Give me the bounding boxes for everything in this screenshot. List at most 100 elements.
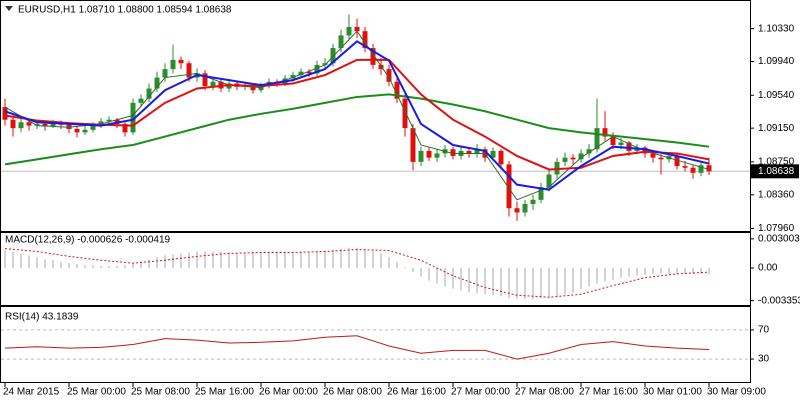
candle-body <box>394 81 400 99</box>
y-tick-label: 1.08750 <box>758 157 795 168</box>
candle-body <box>410 128 416 162</box>
candle-body <box>674 155 680 167</box>
candle-body <box>658 157 664 160</box>
candle-body <box>18 122 24 129</box>
candle-body <box>514 208 520 213</box>
macd-panel-frame <box>0 232 751 306</box>
candle-body <box>418 150 424 162</box>
candle-body <box>698 165 704 173</box>
price-title: EURUSD,H1 1.08710 1.08800 1.08594 1.0863… <box>18 5 232 16</box>
candle-body <box>490 150 496 158</box>
candle-body <box>10 119 16 129</box>
y-tick-label: 1.07960 <box>758 223 795 234</box>
candle-body <box>522 204 528 213</box>
price-panel-frame <box>0 0 751 232</box>
candle-body <box>42 123 48 127</box>
rsi-line <box>4 335 710 360</box>
menu-icon <box>5 6 13 11</box>
candle-body <box>130 102 136 133</box>
x-tick-label: 27 Mar 16:00 <box>579 387 638 398</box>
frames <box>0 0 751 383</box>
macd-title: MACD(12,26,9) -0.000626 -0.000419 <box>5 235 171 246</box>
y-tick-label: 1.10330 <box>758 23 795 34</box>
moving-average <box>4 58 710 171</box>
x-tick-label: 25 Mar 00:00 <box>67 387 126 398</box>
candle-body <box>74 128 80 133</box>
y-tick-label: 30 <box>758 354 770 365</box>
candle-body <box>178 59 184 64</box>
x-tick-label: 30 Mar 01:00 <box>643 387 702 398</box>
candle-body <box>506 164 512 209</box>
candle-body <box>314 64 320 74</box>
candle-body <box>106 119 112 122</box>
y-tick-label: 70 <box>758 325 770 336</box>
x-tick-label: 26 Mar 08:00 <box>323 387 382 398</box>
candle-body <box>626 142 632 151</box>
y-tick-label: 1.09150 <box>758 123 795 134</box>
x-tick-label: 25 Mar 08:00 <box>131 387 190 398</box>
candle-body <box>90 125 96 130</box>
last-price-box <box>751 164 799 179</box>
candle-body <box>426 150 432 158</box>
candle-body <box>362 31 368 49</box>
candle-body <box>354 26 360 32</box>
candle-body <box>466 150 472 154</box>
candle-body <box>434 153 440 158</box>
x-tick-label: 25 Mar 16:00 <box>195 387 254 398</box>
candle-body <box>26 122 32 126</box>
candle-body <box>346 26 352 36</box>
candle-body <box>250 85 256 91</box>
y-tick-label: 0.00 <box>758 263 778 274</box>
candle-body <box>162 69 168 78</box>
candle-body <box>290 75 296 79</box>
candle-body <box>330 48 336 64</box>
candle-body <box>538 187 544 200</box>
candle-body <box>594 128 600 150</box>
candle-body <box>50 123 56 127</box>
x-tick-label: 26 Mar 16:00 <box>387 387 446 398</box>
candle-body <box>706 165 712 172</box>
candle-body <box>378 64 384 70</box>
candle-body <box>650 153 656 158</box>
candle-body <box>186 63 192 78</box>
y-tick-label: -0.003353 <box>758 295 800 306</box>
candle-body <box>2 107 8 120</box>
candle-body <box>546 174 552 188</box>
candle-body <box>618 142 624 146</box>
candle-body <box>530 199 536 205</box>
candle-body <box>578 153 584 160</box>
candle-body <box>402 98 408 129</box>
candle-body <box>34 123 40 126</box>
candle-body <box>322 63 328 65</box>
candle-body <box>586 149 592 154</box>
candle-body <box>610 136 616 146</box>
candle-body <box>562 157 568 162</box>
y-tick-label: 1.08360 <box>758 189 795 200</box>
moving-average <box>4 93 710 166</box>
candle-body <box>450 149 456 156</box>
candle-body <box>170 59 176 70</box>
y-tick-label: 1.09540 <box>758 90 795 101</box>
candle-body <box>82 129 88 133</box>
candle-body <box>202 73 208 86</box>
candle-body <box>210 81 216 86</box>
x-tick-label: 27 Mar 00:00 <box>451 387 510 398</box>
rsi-title: RSI(14) 43.1839 <box>5 312 79 323</box>
candle-body <box>498 150 504 165</box>
rsi-panel-frame <box>0 306 751 383</box>
x-tick-label: 30 Mar 09:00 <box>707 387 766 398</box>
moving-average <box>4 30 710 201</box>
candle-body <box>298 71 304 76</box>
candle-body <box>570 157 576 160</box>
candle-body <box>370 48 376 65</box>
candle-body <box>306 71 312 74</box>
y-tick-label: 0.003003 <box>758 233 800 244</box>
moving-average <box>4 40 710 191</box>
candle-body <box>474 149 480 154</box>
candle-body <box>154 77 160 89</box>
last-price-label: 1.08638 <box>758 166 795 177</box>
candle-body <box>146 88 152 99</box>
y-tick-label: 1.09940 <box>758 56 795 67</box>
candle-body <box>122 123 128 133</box>
